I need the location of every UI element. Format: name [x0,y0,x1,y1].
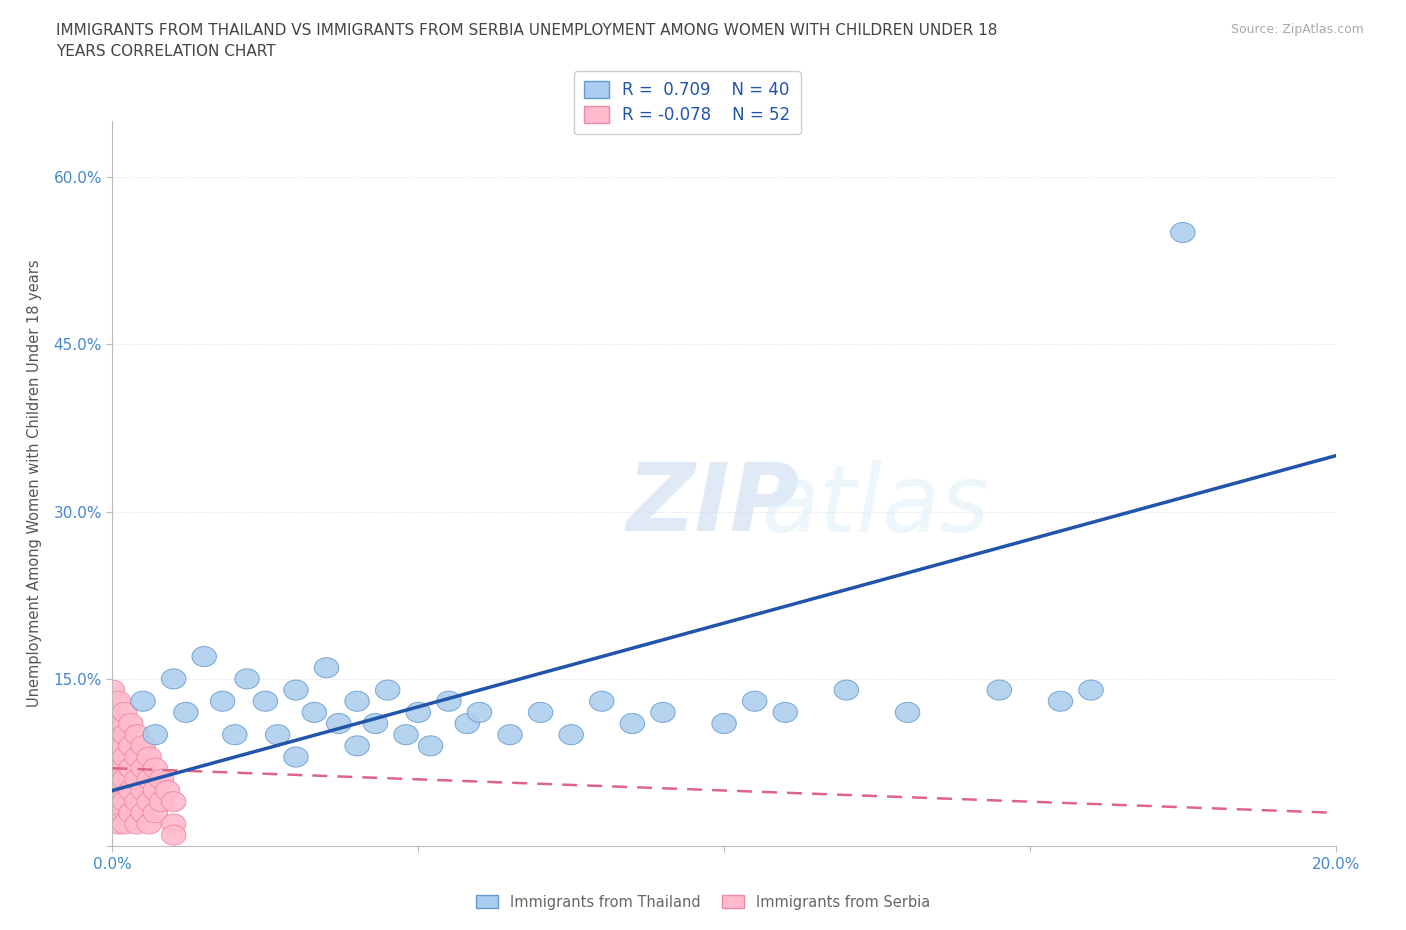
Ellipse shape [112,747,136,767]
Ellipse shape [107,791,131,812]
Ellipse shape [118,713,143,734]
Ellipse shape [253,691,277,711]
Ellipse shape [162,825,186,845]
Ellipse shape [620,713,644,734]
Ellipse shape [136,814,162,834]
Ellipse shape [118,803,143,823]
Ellipse shape [100,680,125,700]
Ellipse shape [344,736,370,756]
Ellipse shape [149,769,174,790]
Ellipse shape [107,691,131,711]
Ellipse shape [651,702,675,723]
Ellipse shape [560,724,583,745]
Ellipse shape [315,658,339,678]
Ellipse shape [131,780,155,801]
Ellipse shape [118,780,143,801]
Ellipse shape [125,814,149,834]
Text: IMMIGRANTS FROM THAILAND VS IMMIGRANTS FROM SERBIA UNEMPLOYMENT AMONG WOMEN WITH: IMMIGRANTS FROM THAILAND VS IMMIGRANTS F… [56,23,998,60]
Ellipse shape [107,769,131,790]
Ellipse shape [456,713,479,734]
Ellipse shape [162,814,186,834]
Ellipse shape [143,724,167,745]
Ellipse shape [302,702,326,723]
Ellipse shape [125,769,149,790]
Ellipse shape [118,736,143,756]
Ellipse shape [100,758,125,778]
Ellipse shape [107,814,131,834]
Text: Source: ZipAtlas.com: Source: ZipAtlas.com [1230,23,1364,36]
Ellipse shape [193,646,217,667]
Ellipse shape [155,780,180,801]
Ellipse shape [406,702,430,723]
Ellipse shape [419,736,443,756]
Ellipse shape [1078,680,1104,700]
Ellipse shape [174,702,198,723]
Ellipse shape [131,803,155,823]
Ellipse shape [266,724,290,745]
Ellipse shape [131,758,155,778]
Ellipse shape [143,803,167,823]
Ellipse shape [112,724,136,745]
Ellipse shape [107,736,131,756]
Ellipse shape [100,780,125,801]
Ellipse shape [394,724,419,745]
Ellipse shape [742,691,766,711]
Ellipse shape [1049,691,1073,711]
Ellipse shape [498,724,522,745]
Ellipse shape [344,691,370,711]
Ellipse shape [112,702,136,723]
Ellipse shape [149,791,174,812]
Ellipse shape [589,691,614,711]
Ellipse shape [222,724,247,745]
Ellipse shape [467,702,492,723]
Ellipse shape [773,702,797,723]
Ellipse shape [131,736,155,756]
Ellipse shape [107,780,131,801]
Ellipse shape [107,758,131,778]
Ellipse shape [834,680,859,700]
Ellipse shape [284,747,308,767]
Ellipse shape [125,747,149,767]
Ellipse shape [100,702,125,723]
Ellipse shape [100,803,125,823]
Ellipse shape [112,814,136,834]
Ellipse shape [131,691,155,711]
Ellipse shape [437,691,461,711]
Ellipse shape [375,680,399,700]
Ellipse shape [987,680,1011,700]
Ellipse shape [363,713,388,734]
Ellipse shape [112,769,136,790]
Legend: R =  0.709    N = 40, R = -0.078    N = 52: R = 0.709 N = 40, R = -0.078 N = 52 [574,72,800,134]
Ellipse shape [136,769,162,790]
Ellipse shape [107,713,131,734]
Ellipse shape [125,724,149,745]
Ellipse shape [162,791,186,812]
Ellipse shape [100,736,125,756]
Ellipse shape [162,669,186,689]
Ellipse shape [529,702,553,723]
Ellipse shape [125,791,149,812]
Ellipse shape [107,803,131,823]
Ellipse shape [143,780,167,801]
Ellipse shape [235,669,259,689]
Ellipse shape [100,769,125,790]
Ellipse shape [136,791,162,812]
Ellipse shape [1171,222,1195,243]
Ellipse shape [211,691,235,711]
Ellipse shape [100,791,125,812]
Ellipse shape [100,747,125,767]
Text: ZIP: ZIP [626,459,799,551]
Legend: Immigrants from Thailand, Immigrants from Serbia: Immigrants from Thailand, Immigrants fro… [470,889,936,915]
Ellipse shape [143,758,167,778]
Ellipse shape [284,680,308,700]
Ellipse shape [711,713,737,734]
Ellipse shape [112,791,136,812]
Ellipse shape [118,758,143,778]
Ellipse shape [326,713,352,734]
Text: atlas: atlas [761,459,988,551]
Ellipse shape [100,724,125,745]
Ellipse shape [896,702,920,723]
Y-axis label: Unemployment Among Women with Children Under 18 years: Unemployment Among Women with Children U… [28,259,42,708]
Ellipse shape [136,747,162,767]
